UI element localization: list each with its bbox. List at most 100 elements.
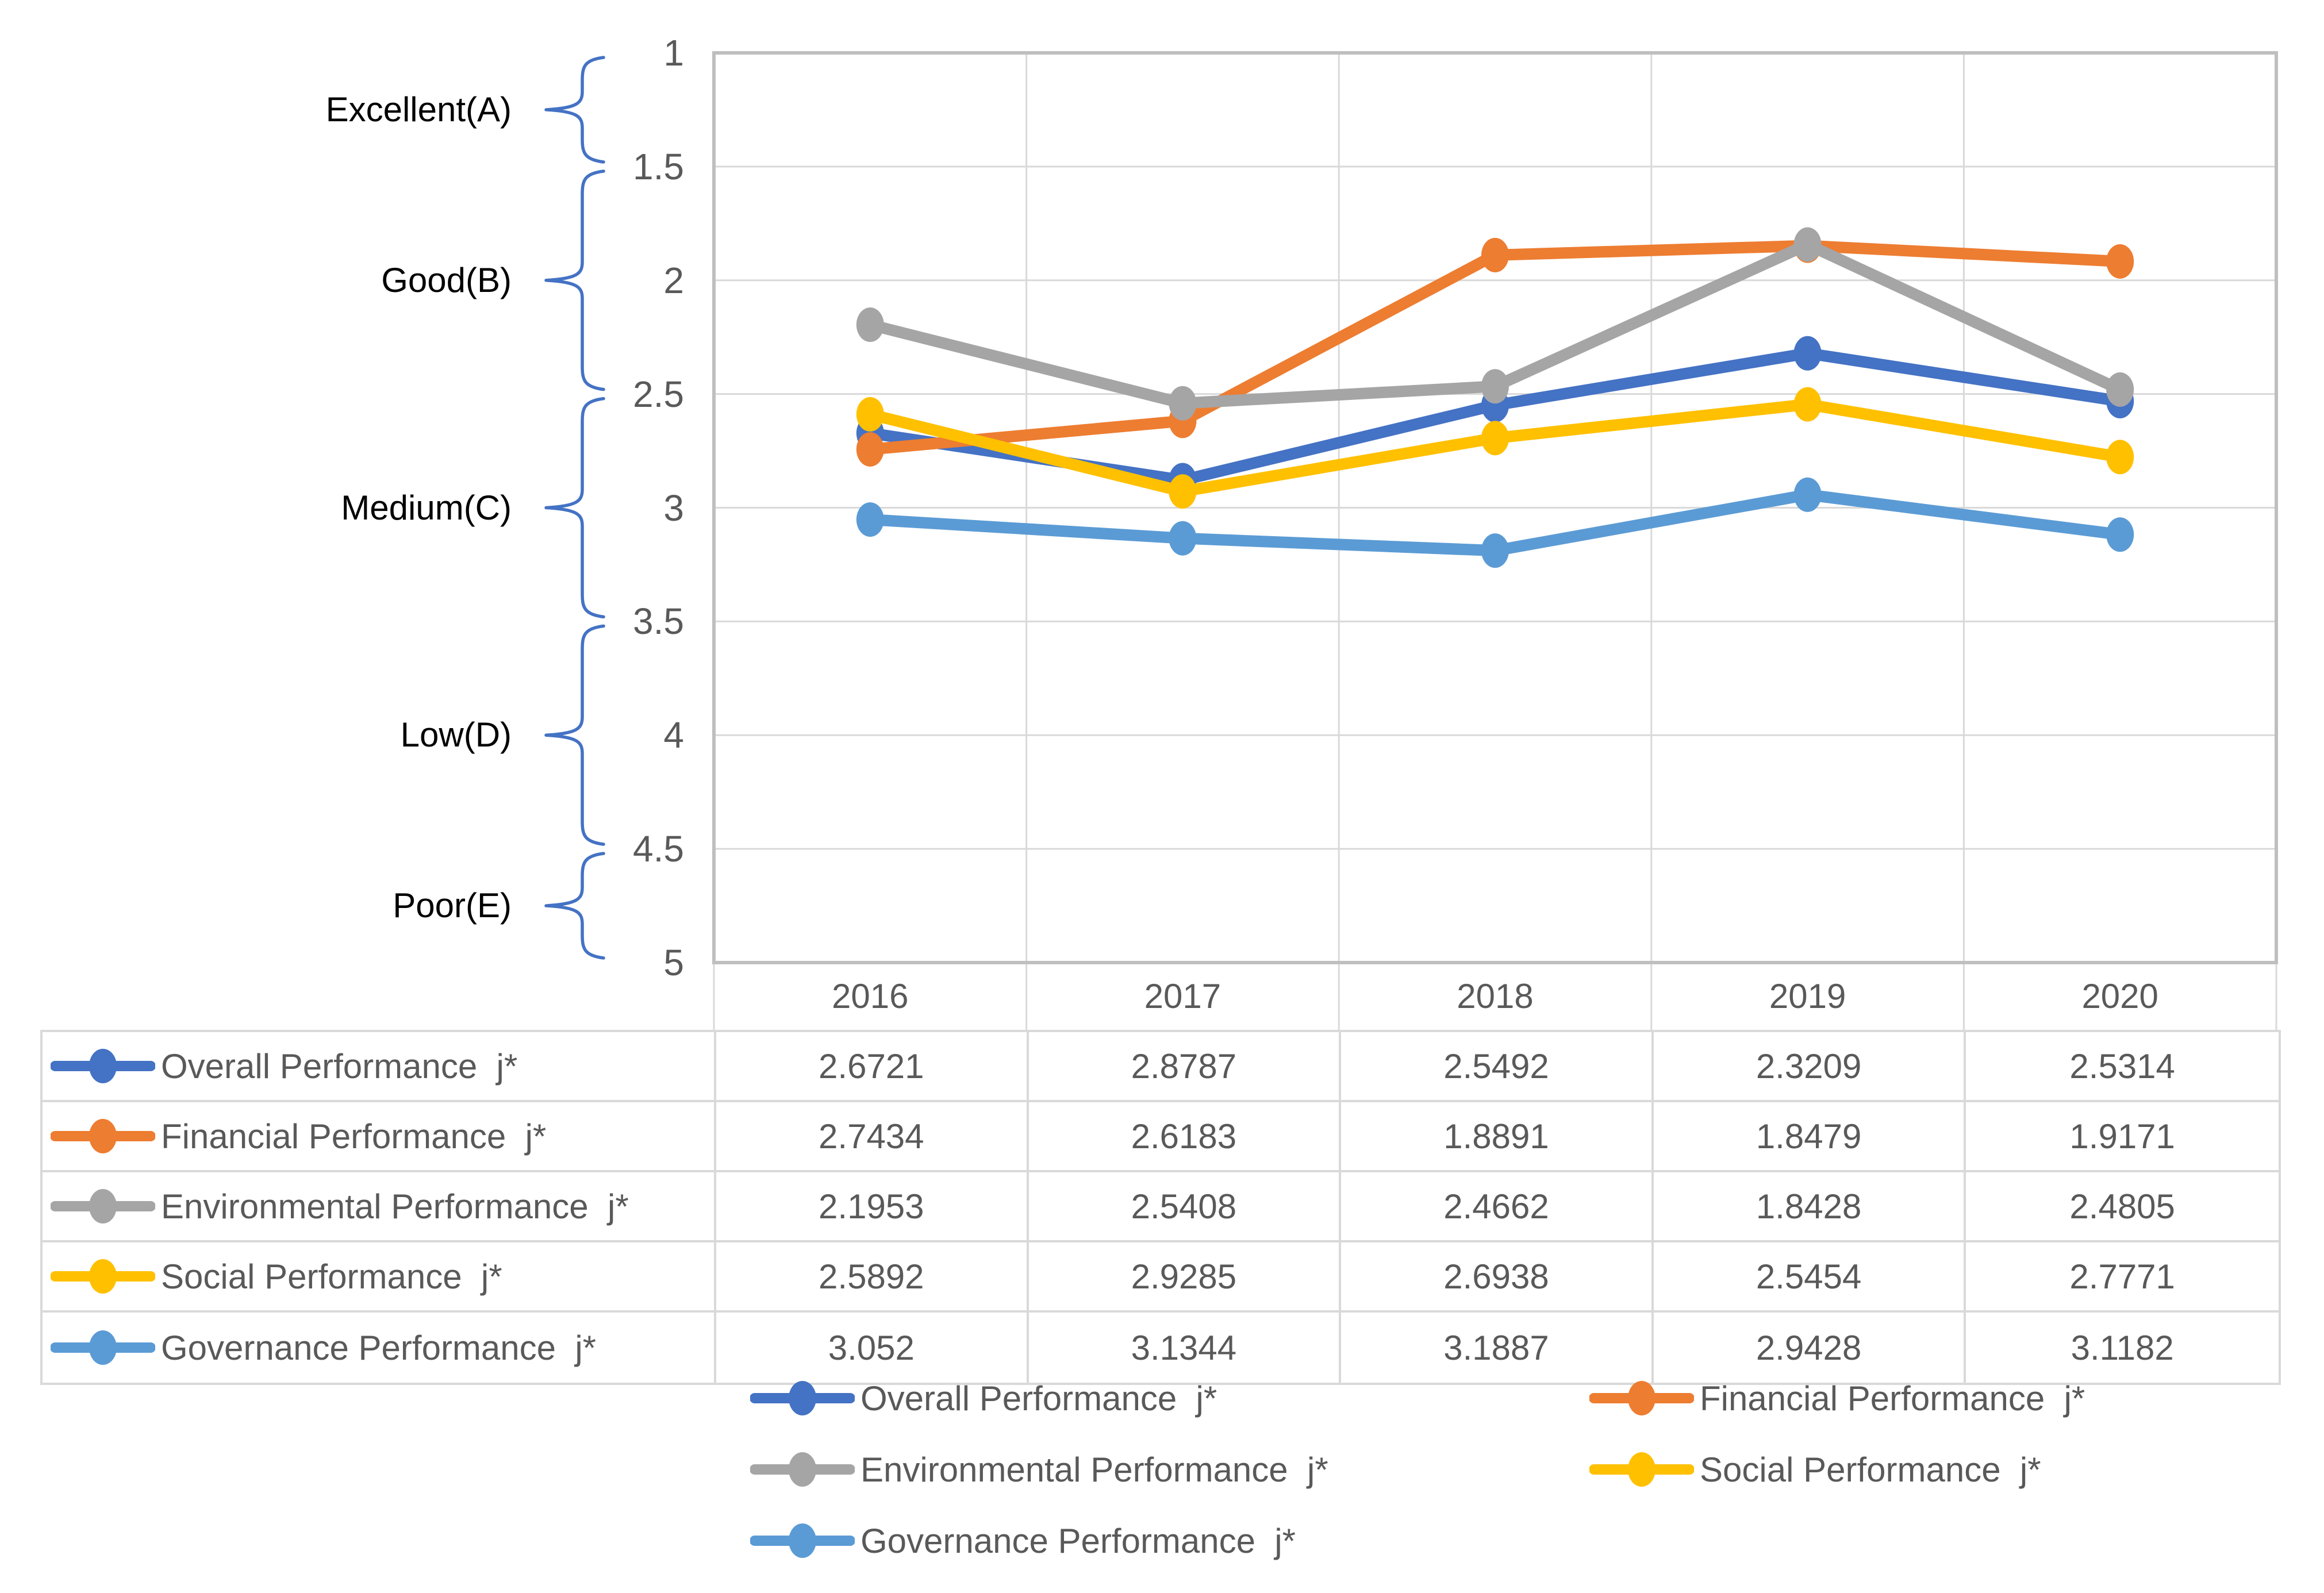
data-point-financial-performance-j-2016 <box>856 432 884 467</box>
rating-label-poor-e: Poor(E) <box>393 886 512 925</box>
table-value-environmental-performance-j-2019: 1.8428 <box>1653 1172 1966 1242</box>
plot-area-border <box>712 51 2278 964</box>
table-value-environmental-performance-j-2020: 2.4805 <box>1966 1172 2279 1242</box>
y-tick-label: 2.5 <box>633 373 684 415</box>
table-value-overall-performance-j-2020: 2.5314 <box>1966 1032 2279 1102</box>
swatch-marker <box>789 1381 816 1415</box>
year-strip-separators <box>713 963 2277 1030</box>
series-swatch-icon <box>51 1049 155 1083</box>
legend-entry-social-performance-j: Social Performance j* <box>1589 1446 2041 1492</box>
series-swatch-icon <box>750 1523 855 1558</box>
y-tick-label: 1.5 <box>633 145 684 187</box>
legend-entry-label: Governance Performance j* <box>861 1521 1296 1560</box>
table-value-governance-performance-j-2018: 3.1887 <box>1341 1313 1654 1383</box>
x-axis-label-2017: 2017 <box>1144 977 1221 1015</box>
table-value-overall-performance-j-2016: 2.6721 <box>716 1032 1029 1102</box>
data-point-environmental-performance-j-2019 <box>1793 227 1822 262</box>
rating-label-excellent-a: Excellent(A) <box>325 90 512 129</box>
y-tick-label: 3.5 <box>633 601 684 642</box>
table-row-label-overall-performance-j: Overall Performance j* <box>43 1032 716 1102</box>
table-row-label-text: Environmental Performance j* <box>161 1187 629 1226</box>
table-row-label-text: Financial Performance j* <box>161 1117 547 1156</box>
table-value-social-performance-j-2017: 2.9285 <box>1028 1242 1342 1313</box>
data-point-social-performance-j-2020 <box>2106 440 2134 475</box>
data-point-environmental-performance-j-2016 <box>856 307 884 343</box>
rating-label-good-b: Good(B) <box>381 260 512 299</box>
data-point-environmental-performance-j-2020 <box>2106 372 2134 407</box>
table-row-label-environmental-performance-j: Environmental Performance j* <box>43 1172 716 1242</box>
table-row-label-governance-performance-j: Governance Performance j* <box>43 1313 716 1383</box>
table-row-label-social-performance-j: Social Performance j* <box>43 1242 716 1313</box>
x-axis-label-2019: 2019 <box>1769 977 1846 1015</box>
table-value-overall-performance-j-2018: 2.5492 <box>1341 1032 1654 1102</box>
series-swatch-icon <box>750 1381 855 1415</box>
series-swatch-icon <box>750 1452 855 1487</box>
table-value-financial-performance-j-2018: 1.8891 <box>1341 1102 1654 1172</box>
rating-label-medium-c: Medium(C) <box>341 488 512 527</box>
data-table: Overall Performance j* 2.6721 2.8787 2.5492… <box>40 1030 2281 1385</box>
rating-brace-medium-c <box>544 397 605 619</box>
series-swatch-icon <box>1589 1381 1694 1415</box>
legend-entry-label: Social Performance j* <box>1700 1450 2041 1489</box>
data-point-financial-performance-j-2020 <box>2106 244 2134 279</box>
data-point-social-performance-j-2019 <box>1793 387 1822 422</box>
data-point-social-performance-j-2016 <box>856 397 884 432</box>
swatch-marker <box>1628 1452 1655 1487</box>
table-value-social-performance-j-2019: 2.5454 <box>1653 1242 1966 1313</box>
table-value-governance-performance-j-2019: 2.9428 <box>1654 1313 1966 1383</box>
rating-braces <box>544 56 605 960</box>
series-swatch-icon <box>1589 1452 1694 1487</box>
table-row-label-financial-performance-j: Financial Performance j* <box>43 1102 716 1172</box>
data-point-governance-performance-j-2020 <box>2106 517 2134 552</box>
legend-entry-financial-performance-j: Financial Performance j* <box>1589 1375 2085 1421</box>
legend-entry-governance-performance-j: Governance Performance j* <box>750 1518 1296 1564</box>
swatch-marker <box>789 1523 816 1558</box>
table-value-social-performance-j-2018: 2.6938 <box>1341 1242 1654 1313</box>
data-point-governance-performance-j-2018 <box>1481 533 1509 568</box>
series-swatch-icon <box>51 1259 155 1294</box>
swatch-marker <box>89 1049 117 1083</box>
table-value-governance-performance-j-2017: 3.1344 <box>1029 1313 1342 1383</box>
swatch-marker <box>89 1330 117 1365</box>
legend-entry-label: Financial Performance j* <box>1700 1379 2085 1418</box>
rating-brace-excellent-a <box>544 56 605 164</box>
data-point-social-performance-j-2018 <box>1481 421 1509 456</box>
swatch-marker <box>89 1259 117 1294</box>
x-axis-label-2016: 2016 <box>832 977 909 1015</box>
y-tick-label: 5 <box>663 942 684 983</box>
legend-entry-overall-performance-j: Overall Performance j* <box>750 1375 1217 1421</box>
rating-brace-poor-e <box>544 852 605 960</box>
table-row-label-text: Governance Performance j* <box>161 1328 597 1367</box>
table-value-financial-performance-j-2017: 2.6183 <box>1028 1102 1342 1172</box>
y-tick-label: 4.5 <box>633 828 684 870</box>
data-point-governance-performance-j-2016 <box>856 502 884 537</box>
x-axis-label-2020: 2020 <box>2081 977 2158 1015</box>
swatch-marker <box>789 1452 816 1487</box>
data-point-social-performance-j-2017 <box>1169 474 1197 509</box>
y-tick-label: 1 <box>663 32 684 74</box>
table-row-label-text: Social Performance j* <box>161 1257 502 1296</box>
series-swatch-icon <box>51 1189 155 1223</box>
data-point-financial-performance-j-2018 <box>1481 237 1509 272</box>
table-value-environmental-performance-j-2018: 2.4662 <box>1341 1172 1654 1242</box>
table-value-overall-performance-j-2017: 2.8787 <box>1028 1032 1342 1102</box>
rating-label-low-d: Low(D) <box>400 715 512 755</box>
table-value-environmental-performance-j-2016: 2.1953 <box>716 1172 1029 1242</box>
table-value-social-performance-j-2020: 2.7771 <box>1966 1242 2279 1313</box>
legend-entry-label: Environmental Performance j* <box>861 1450 1328 1489</box>
table-value-financial-performance-j-2019: 1.8479 <box>1653 1102 1966 1172</box>
table-row-label-text: Overall Performance j* <box>161 1046 518 1086</box>
legend-entry-environmental-performance-j: Environmental Performance j* <box>750 1446 1328 1492</box>
y-tick-label: 3 <box>663 487 684 529</box>
swatch-marker <box>1628 1381 1655 1415</box>
x-axis-label-2018: 2018 <box>1457 977 1534 1015</box>
data-point-environmental-performance-j-2018 <box>1481 369 1509 404</box>
y-tick-label: 4 <box>663 714 684 756</box>
plot-gridlines <box>714 53 2276 963</box>
table-value-social-performance-j-2016: 2.5892 <box>716 1242 1029 1313</box>
rating-brace-good-b <box>544 170 605 391</box>
plot-border <box>712 51 2278 964</box>
table-value-governance-performance-j-2020: 3.1182 <box>2071 1328 2174 1367</box>
data-point-governance-performance-j-2017 <box>1169 521 1197 556</box>
